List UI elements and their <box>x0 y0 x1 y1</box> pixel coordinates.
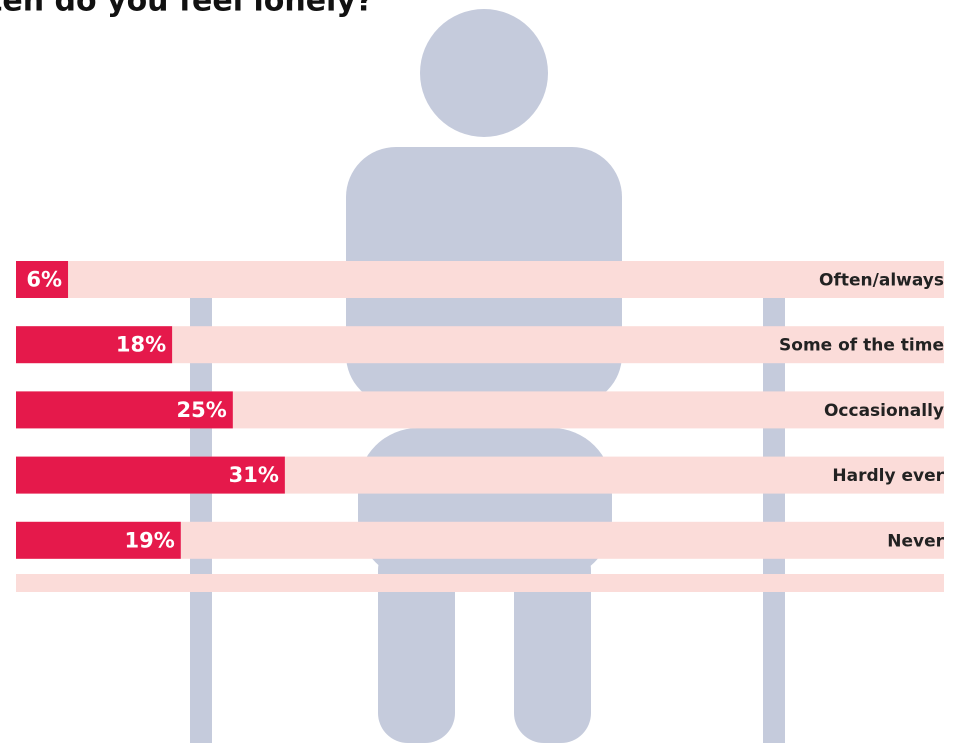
bar <box>16 521 181 559</box>
value-label: 19% <box>125 528 175 552</box>
bar <box>16 456 285 494</box>
category-label: Some of the time <box>779 336 944 356</box>
category-label: Often/always <box>819 271 944 291</box>
bar <box>16 261 69 298</box>
bar <box>16 326 173 364</box>
background-figure <box>190 9 785 743</box>
value-label: 25% <box>177 398 227 422</box>
category-label: Hardly ever <box>832 466 944 486</box>
bar <box>16 391 233 429</box>
chair-post <box>763 262 785 743</box>
value-label: 31% <box>229 463 279 487</box>
value-label: 6% <box>26 268 62 292</box>
chair-post <box>190 262 212 743</box>
chart-title: ten do you feel lonely? <box>0 0 373 19</box>
head <box>420 9 548 137</box>
category-label: Occasionally <box>824 401 944 421</box>
leg <box>514 540 591 743</box>
empty-track <box>16 574 944 592</box>
value-label: 18% <box>116 333 166 357</box>
category-label: Never <box>887 531 944 551</box>
bar-track <box>16 261 944 298</box>
leg <box>378 540 455 743</box>
